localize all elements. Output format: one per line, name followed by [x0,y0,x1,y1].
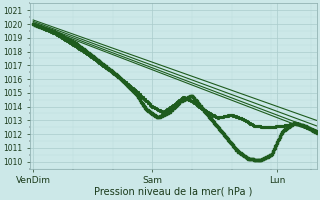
X-axis label: Pression niveau de la mer( hPa ): Pression niveau de la mer( hPa ) [94,187,252,197]
